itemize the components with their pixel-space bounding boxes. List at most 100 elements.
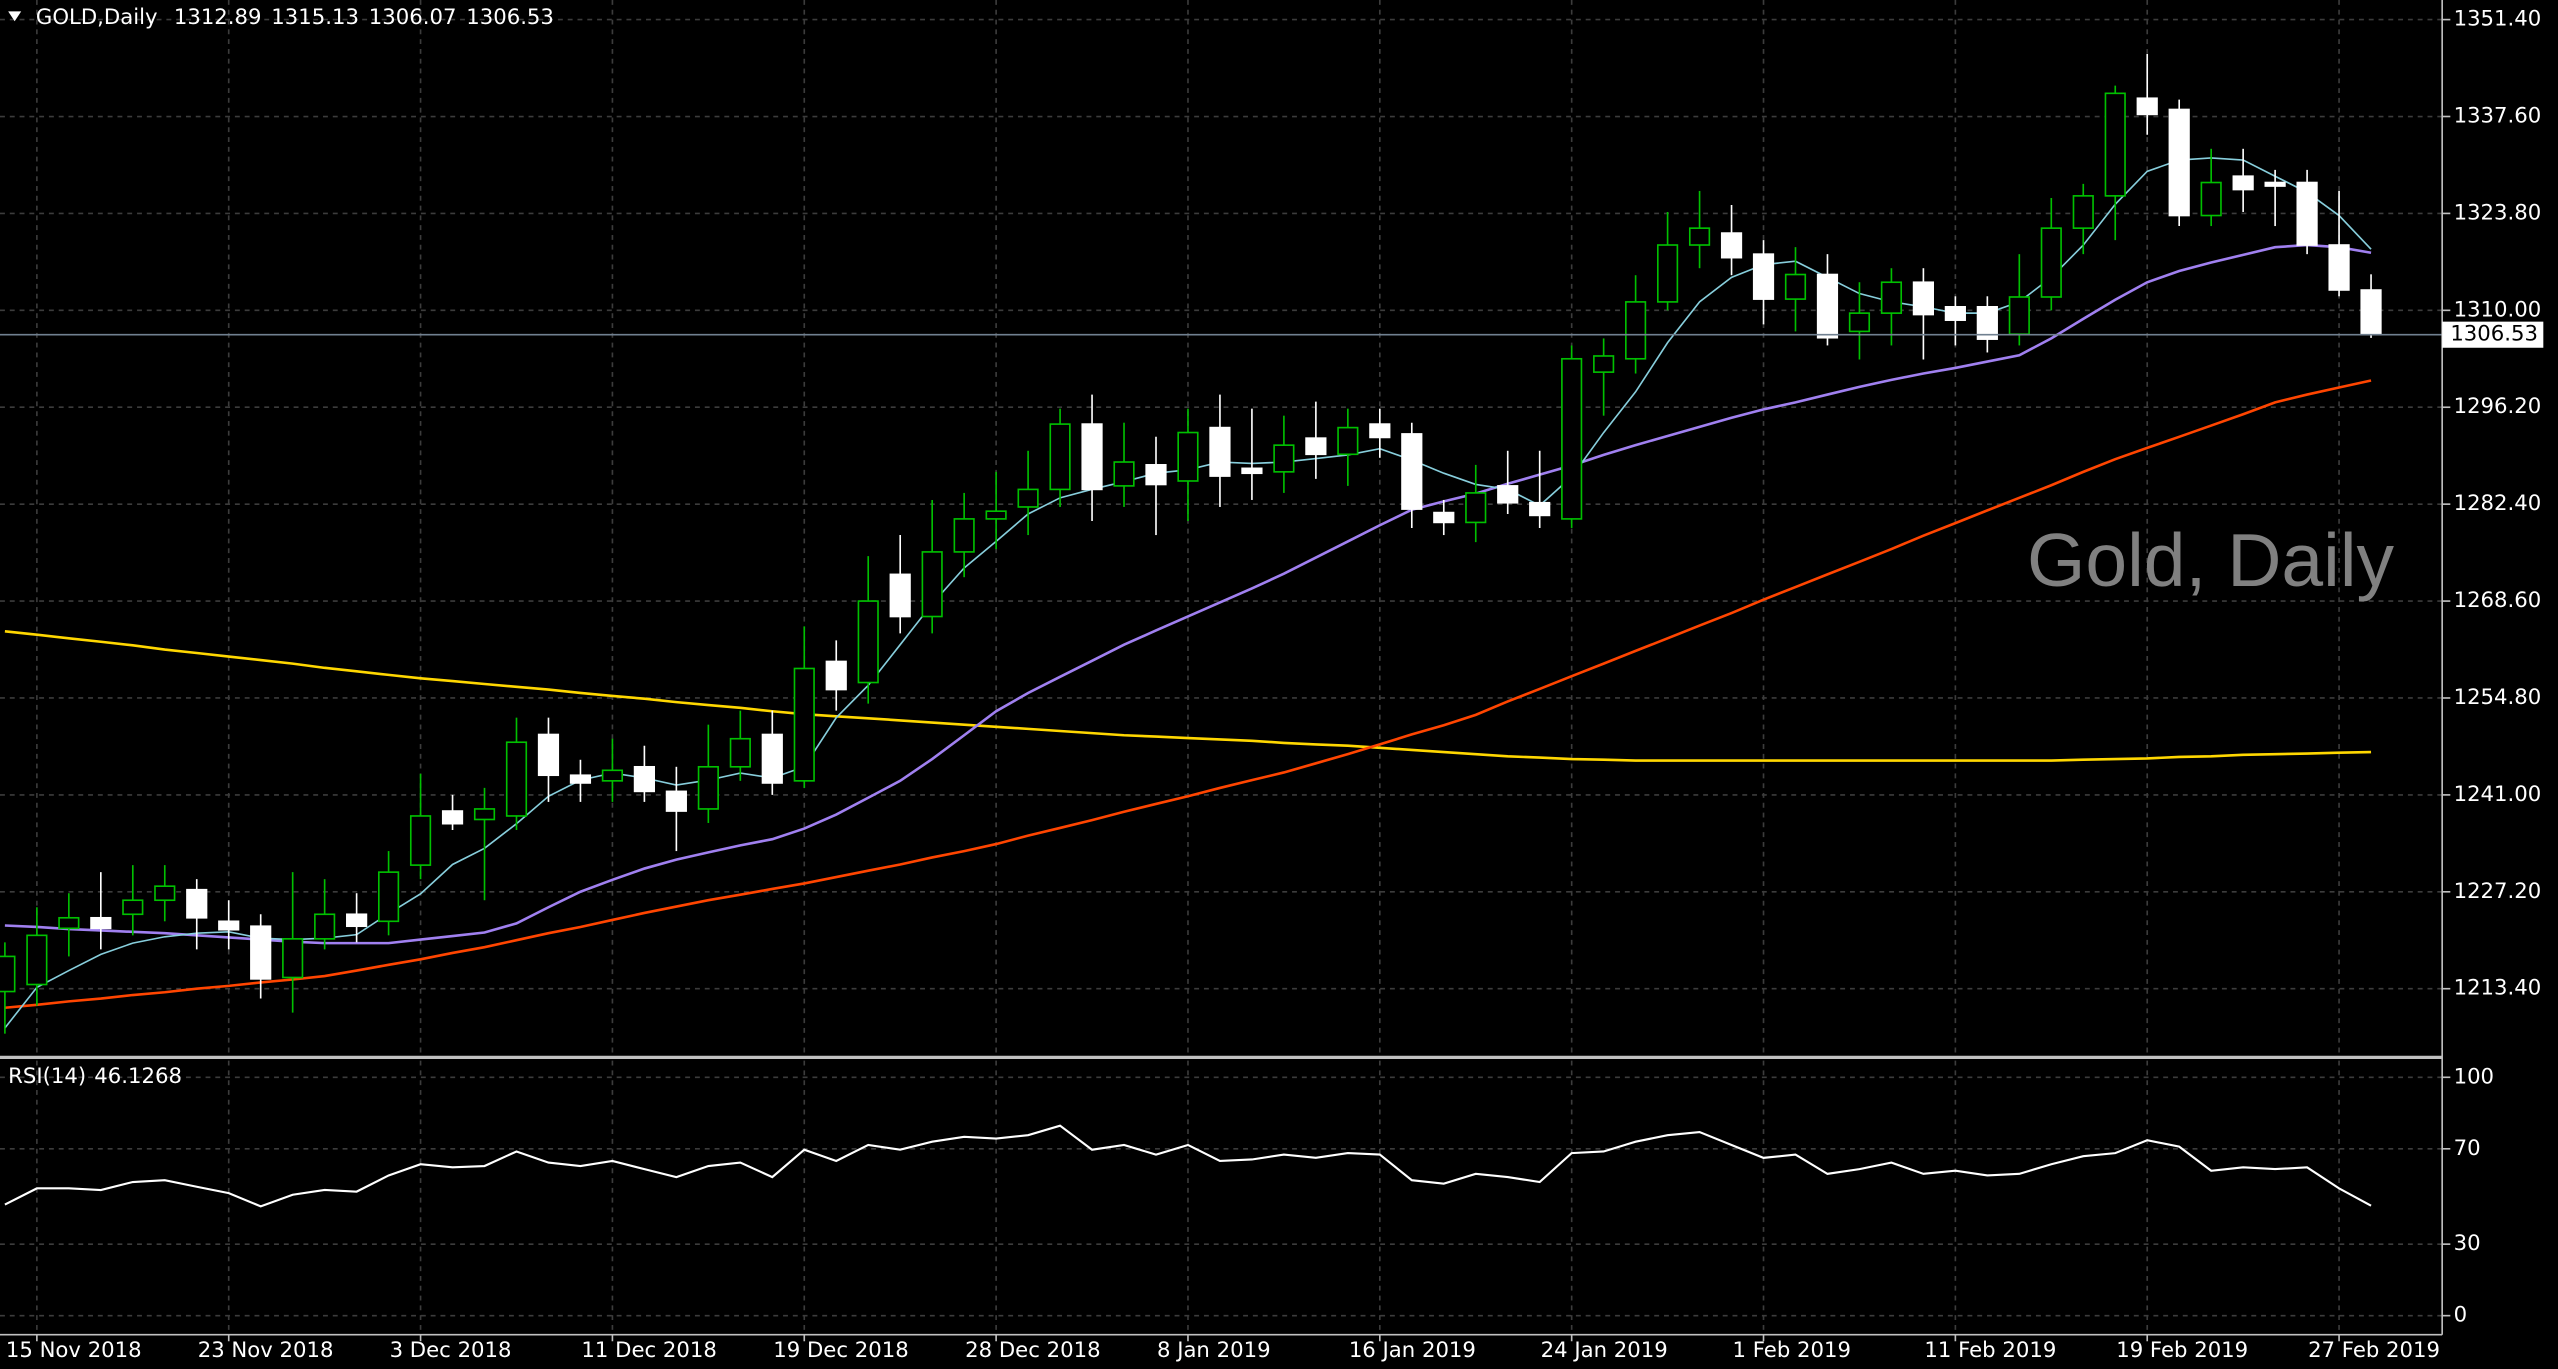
- candle-body: [122, 899, 144, 916]
- candle-body: [282, 938, 304, 979]
- candle-body: [1017, 488, 1039, 508]
- candle-body: [1145, 464, 1167, 486]
- menu-triangle[interactable]: [8, 11, 22, 22]
- candle-body: [505, 741, 528, 817]
- x-tick-label: 11 Dec 2018: [581, 1338, 716, 1363]
- candle-body: [857, 600, 879, 684]
- y-tick-label: 1351.40: [2454, 7, 2542, 32]
- y-tick-label: 1254.80: [2454, 685, 2542, 710]
- candle-body: [154, 885, 176, 902]
- y-tick-label: 1213.40: [2454, 976, 2542, 1001]
- candle-body: [953, 518, 975, 553]
- candle-body: [1784, 273, 1807, 300]
- candle-body: [697, 765, 719, 810]
- candle-body: [1561, 357, 1583, 520]
- candle-body: [601, 769, 624, 782]
- candle-body: [1465, 492, 1487, 524]
- symbol-title: GOLD,Daily: [36, 5, 158, 30]
- candle-body: [1081, 423, 1103, 491]
- candle-body: [1433, 511, 1455, 524]
- candle-body: [1049, 423, 1071, 491]
- x-tick-label: 19 Feb 2019: [2116, 1338, 2248, 1363]
- y-tick-label: 1296.20: [2454, 394, 2542, 419]
- indicator-header: RSI(14) 46.1268: [8, 1064, 182, 1089]
- candle-body: [2360, 289, 2382, 336]
- candle-body: [569, 774, 592, 784]
- x-tick-label: 19 Dec 2018: [773, 1338, 908, 1363]
- ohlc-open: 1312.89: [174, 5, 262, 30]
- y-tick-label: 100: [2454, 1064, 2494, 1089]
- x-tick-label: 27 Feb 2019: [2308, 1338, 2440, 1363]
- x-tick-label: 3 Dec 2018: [390, 1338, 512, 1363]
- candle-body: [1401, 433, 1423, 510]
- candle-body: [633, 765, 655, 793]
- indicator-value: 46.1268: [94, 1064, 182, 1089]
- y-tick-label: 1227.20: [2454, 879, 2542, 904]
- moving-average: [4, 379, 2372, 1010]
- y-tick-label: 1268.60: [2454, 588, 2542, 613]
- candle-body: [1369, 423, 1391, 439]
- candle-body: [1497, 485, 1519, 504]
- candle-body: [1113, 461, 1135, 487]
- label-layer: 1351.40 1337.60 1323.80 1310.00 1296.20 1282.…: [6, 5, 2544, 1363]
- x-tick-label: 8 Jan 2019: [1157, 1338, 1271, 1363]
- current-price-box: [2442, 321, 2544, 348]
- current-price-label: 1306.53: [2450, 322, 2538, 347]
- y-tick-label: 1310.00: [2454, 297, 2542, 322]
- candle-body: [921, 551, 943, 618]
- candle-body: [26, 934, 48, 986]
- candle-body: [1625, 301, 1647, 360]
- candle-body: [985, 510, 1007, 520]
- y-tick-label: 1323.80: [2454, 200, 2542, 225]
- candle-body: [58, 916, 80, 930]
- candle-body: [1976, 306, 1998, 340]
- candle-body: [1305, 437, 1327, 456]
- y-tick-label: 1337.60: [2454, 104, 2542, 129]
- x-tick-label: 1 Feb 2019: [1733, 1338, 1851, 1363]
- candle-body: [441, 810, 464, 825]
- watermark: Gold, Daily: [2027, 518, 2394, 602]
- candle-body: [889, 573, 911, 618]
- y-tick-label: 0: [2454, 1303, 2467, 1328]
- candle-body: [2008, 296, 2030, 336]
- candle-body: [90, 916, 112, 930]
- candle-body: [377, 871, 400, 923]
- chart-header: GOLD,Daily 1312.89 1315.13 1306.07 1306.53: [36, 5, 554, 30]
- candle-body: [2200, 181, 2222, 217]
- candle-body: [2072, 195, 2094, 229]
- x-tick-label: 11 Feb 2019: [1924, 1338, 2056, 1363]
- ohlc-close: 1306.53: [466, 5, 554, 30]
- candle-body: [729, 737, 751, 768]
- x-tick-label: 23 Nov 2018: [198, 1338, 334, 1363]
- candle-body: [2296, 181, 2318, 246]
- candle-body: [793, 667, 815, 782]
- y-tick-label: 70: [2454, 1136, 2481, 1161]
- candle-body: [2104, 92, 2126, 197]
- candle-body: [2264, 181, 2286, 187]
- candle-body: [665, 790, 687, 812]
- candle-body: [473, 808, 496, 821]
- candle-body: [218, 920, 240, 931]
- candle-body: [0, 955, 16, 993]
- candle-body: [2040, 227, 2062, 298]
- candle-body: [1529, 501, 1551, 517]
- candle-body: [186, 888, 208, 919]
- candle-body: [409, 815, 432, 866]
- candle-body: [1656, 244, 1679, 303]
- y-tick-label: 1282.40: [2454, 491, 2542, 516]
- candle-body: [1944, 306, 1966, 321]
- candle-body: [825, 660, 847, 691]
- candle-body: [1752, 253, 1775, 300]
- candle-body: [2168, 108, 2190, 217]
- candle-body: [761, 733, 783, 784]
- candle-body: [1912, 281, 1934, 316]
- candle-body: [1688, 227, 1711, 246]
- candle-body: [1880, 281, 1903, 314]
- candle-body: [1337, 426, 1359, 456]
- ohlc-high: 1315.13: [271, 5, 359, 30]
- y-tick-label: 1241.00: [2454, 782, 2542, 807]
- candle-body: [2136, 97, 2158, 116]
- ohlc-low: 1306.07: [369, 5, 457, 30]
